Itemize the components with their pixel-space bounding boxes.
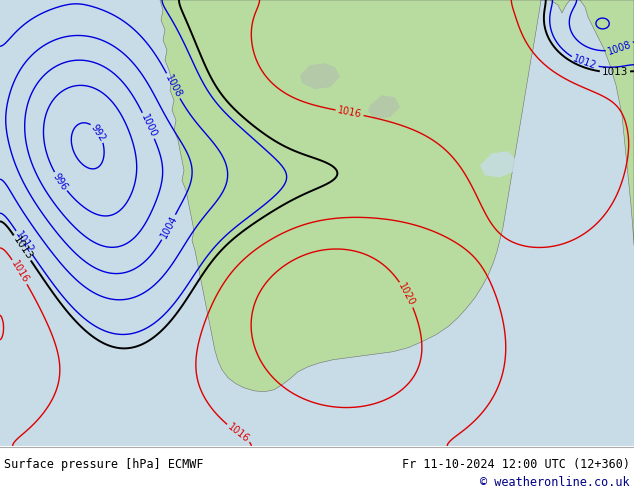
Text: 1008: 1008 [163, 73, 183, 99]
Text: Fr 11-10-2024 12:00 UTC (12+360): Fr 11-10-2024 12:00 UTC (12+360) [402, 458, 630, 471]
Polygon shape [480, 151, 516, 177]
Text: 1000: 1000 [139, 113, 158, 139]
Text: 1008: 1008 [607, 39, 633, 56]
Text: 1013: 1013 [602, 68, 628, 77]
Text: 1013: 1013 [11, 234, 34, 262]
Text: 1020: 1020 [397, 281, 417, 308]
Text: 1012: 1012 [13, 230, 36, 256]
Text: Surface pressure [hPa] ECMWF: Surface pressure [hPa] ECMWF [4, 458, 204, 471]
Text: 1016: 1016 [9, 259, 30, 285]
Polygon shape [160, 0, 634, 392]
Text: 1012: 1012 [571, 54, 598, 72]
Text: 992: 992 [89, 122, 108, 143]
Text: © weatheronline.co.uk: © weatheronline.co.uk [481, 476, 630, 489]
Polygon shape [368, 95, 400, 119]
Text: 996: 996 [51, 171, 70, 192]
Polygon shape [300, 63, 340, 89]
Text: 1016: 1016 [226, 422, 251, 444]
Text: 1016: 1016 [337, 105, 363, 120]
Text: 1004: 1004 [158, 214, 179, 241]
